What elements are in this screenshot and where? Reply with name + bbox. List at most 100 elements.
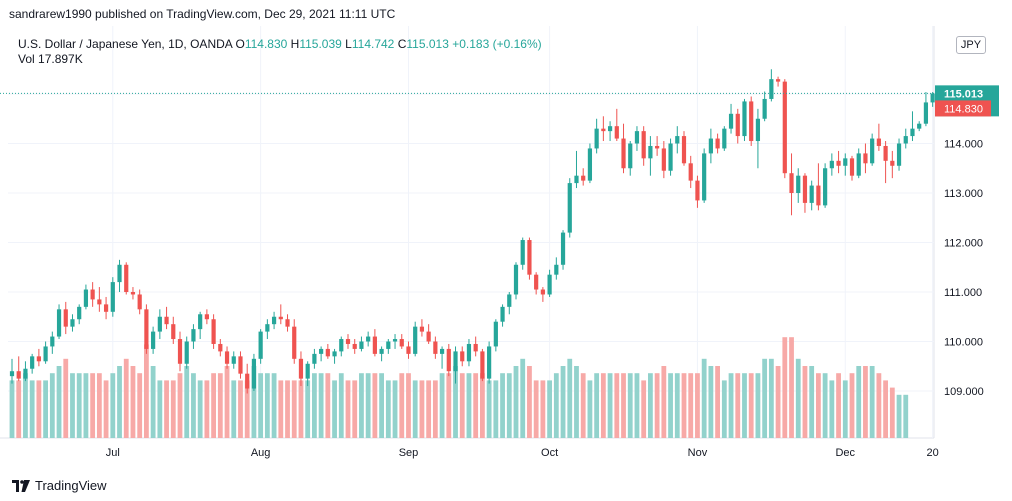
y-tick-label: 109.000 [944,386,984,398]
candle-body [117,264,122,283]
x-tick-label: Aug [251,447,271,459]
candle-body [110,282,115,312]
candle-body [681,136,687,164]
candle-body [157,316,162,332]
volume-value: 17.897K [38,52,83,66]
candle-body [345,339,351,344]
volume-bar [661,366,667,438]
volume-bar [150,366,156,438]
volume-bar [453,366,458,438]
candle-body [574,175,579,184]
volume-bar [775,366,781,438]
candle-body [245,373,250,389]
candle-body [36,356,41,362]
volume-bar [312,373,317,438]
volume-bar [352,380,358,438]
volume-bar [903,394,909,438]
legend-symbol: U.S. Dollar / Japanese Yen, 1D, OANDA [18,37,233,51]
volume-bar [580,373,586,438]
publisher-line: sandrarew1990 published on TradingView.c… [9,7,396,21]
candle-body [876,138,881,146]
volume-bar [285,380,290,438]
footer: TradingView [0,470,1012,501]
volume-bar [271,373,277,438]
legend-low-label: L [345,37,352,51]
candle-body [923,102,929,124]
volume-bar [486,380,492,438]
price-chart[interactable]: 115.000114.000113.000112.000111.000110.0… [0,26,1012,466]
currency-button[interactable]: JPY [956,36,986,54]
candle-body [151,331,156,349]
volume-bar [211,373,216,438]
candle-body [319,348,324,354]
volume-bar [16,380,22,438]
candle-body [413,326,418,354]
candle-body [439,348,445,354]
volume-bar [721,380,727,438]
candle-body [722,128,727,149]
candle-body [130,292,136,295]
tradingview-logo-icon [12,479,30,492]
volume-bar [587,380,593,438]
volume-bar [600,373,606,438]
volume-bar [614,373,620,438]
candle-body [231,356,236,364]
tradingview-logo[interactable]: TradingView [12,478,107,493]
candle-body [823,168,828,206]
volume-bar [480,373,485,438]
volume-bar [473,373,479,438]
x-tick-label: Oct [541,447,558,459]
chart-area[interactable]: 115.000114.000113.000112.000111.000110.0… [0,26,1012,466]
volume-bar [688,373,694,438]
candle-body [292,326,297,359]
volume-bar [527,366,532,438]
volume-bar [406,373,411,438]
candle-body [103,304,109,312]
volume-bar [379,373,384,438]
volume-bar [96,373,102,438]
volume-bar [459,373,465,438]
volume-bar [715,366,720,438]
volume-bar [883,380,888,438]
candle-body [513,264,519,295]
header: sandrarew1990 published on TradingView.c… [0,0,1012,26]
candle-body [144,309,149,349]
candle-body [218,343,223,352]
y-tick-label: 112.000 [944,238,983,250]
volume-bar [547,380,552,438]
candle-body [460,351,465,362]
legend-high-label: H [290,37,300,51]
volume-legend: Vol 17.897K [18,52,83,66]
candle-body [171,324,176,340]
candle-body [204,314,209,320]
volume-bar [735,373,741,438]
candle-body [332,351,337,357]
volume-bar [238,380,243,438]
candle-body [917,123,922,129]
volume-bar [648,373,653,438]
candle-body [419,326,425,332]
x-tick-label: Jul [106,447,120,459]
volume-bar [742,373,747,438]
volume-bar [533,380,539,438]
candle-body [56,309,62,337]
candle-body [238,356,243,374]
volume-bar [842,380,848,438]
volume-bar [157,380,163,438]
candle-body [829,160,834,169]
candle-body [661,148,666,171]
volume-bar [782,337,788,438]
candle-body [198,314,203,330]
volume-bar [217,373,223,438]
candle-body [278,316,283,320]
candle-body [90,289,95,300]
volume-bar [681,373,687,438]
candle-body [16,371,21,379]
candle-body [728,113,734,129]
volume-bar [49,373,55,438]
volume-bar [654,373,660,438]
candle-body [742,101,747,137]
chart-legend: U.S. Dollar / Japanese Yen, 1D, OANDA O1… [18,36,542,52]
candle-body [601,128,606,132]
volume-bar [251,366,257,438]
